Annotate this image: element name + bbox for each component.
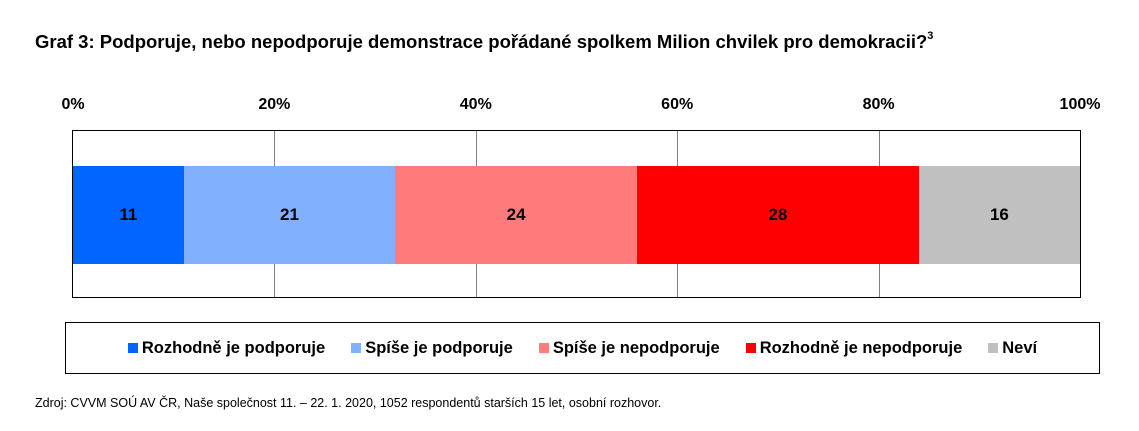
- bar-segment: 24: [395, 166, 637, 264]
- legend-label: Rozhodně je nepodporuje: [759, 338, 963, 357]
- bar-segment: 16: [918, 166, 1080, 264]
- bar-segment: 28: [636, 166, 919, 264]
- legend-item: Spíše je podporuje: [351, 339, 513, 358]
- legend-label: Spíše je podporuje: [365, 338, 513, 357]
- data-label: 21: [280, 205, 299, 224]
- x-tick-label: 60%: [661, 96, 694, 113]
- x-tick-label: 20%: [258, 96, 291, 113]
- legend-swatch: [745, 343, 756, 353]
- legend-item: Rozhodně je nepodporuje: [745, 338, 963, 358]
- legend-label: Spíše je nepodporuje: [552, 338, 720, 357]
- data-label: 16: [989, 205, 1009, 224]
- data-label: 11: [119, 205, 138, 224]
- chart-title-text: Graf 3: Podporuje, nebo nepodporuje demo…: [35, 31, 928, 52]
- legend-swatch: [538, 343, 549, 353]
- plot-area: 11 21 24 28 16: [72, 130, 1081, 298]
- legend-item: Spíše je nepodporuje: [538, 338, 720, 358]
- data-label: 28: [768, 205, 788, 224]
- x-tick-label: 80%: [862, 96, 895, 113]
- legend-label: Neví: [1002, 338, 1038, 357]
- legend-swatch: [127, 343, 138, 353]
- chart-title: Graf 3: Podporuje, nebo nepodporuje demo…: [35, 29, 934, 53]
- x-tick-label: 0%: [61, 96, 85, 113]
- title-footnote-marker: 3: [927, 29, 934, 42]
- x-tick-label: 100%: [1059, 96, 1101, 113]
- legend-swatch: [988, 343, 999, 353]
- legend-item: Neví: [988, 339, 1037, 358]
- legend: Rozhodně je podporuje Spíše je podporuje S…: [65, 322, 1100, 374]
- data-label: 24: [506, 205, 526, 224]
- x-tick-label: 40%: [459, 96, 492, 113]
- bar-segment: 11: [73, 166, 184, 264]
- legend-swatch: [351, 343, 362, 353]
- legend-item: Rozhodně je podporuje: [127, 338, 326, 358]
- legend-label: Rozhodně je podporuje: [141, 338, 326, 357]
- bar-segment: 21: [183, 166, 396, 264]
- source-note: Zdroj: CVVM SOÚ AV ČR, Naše společnost 1…: [35, 396, 662, 410]
